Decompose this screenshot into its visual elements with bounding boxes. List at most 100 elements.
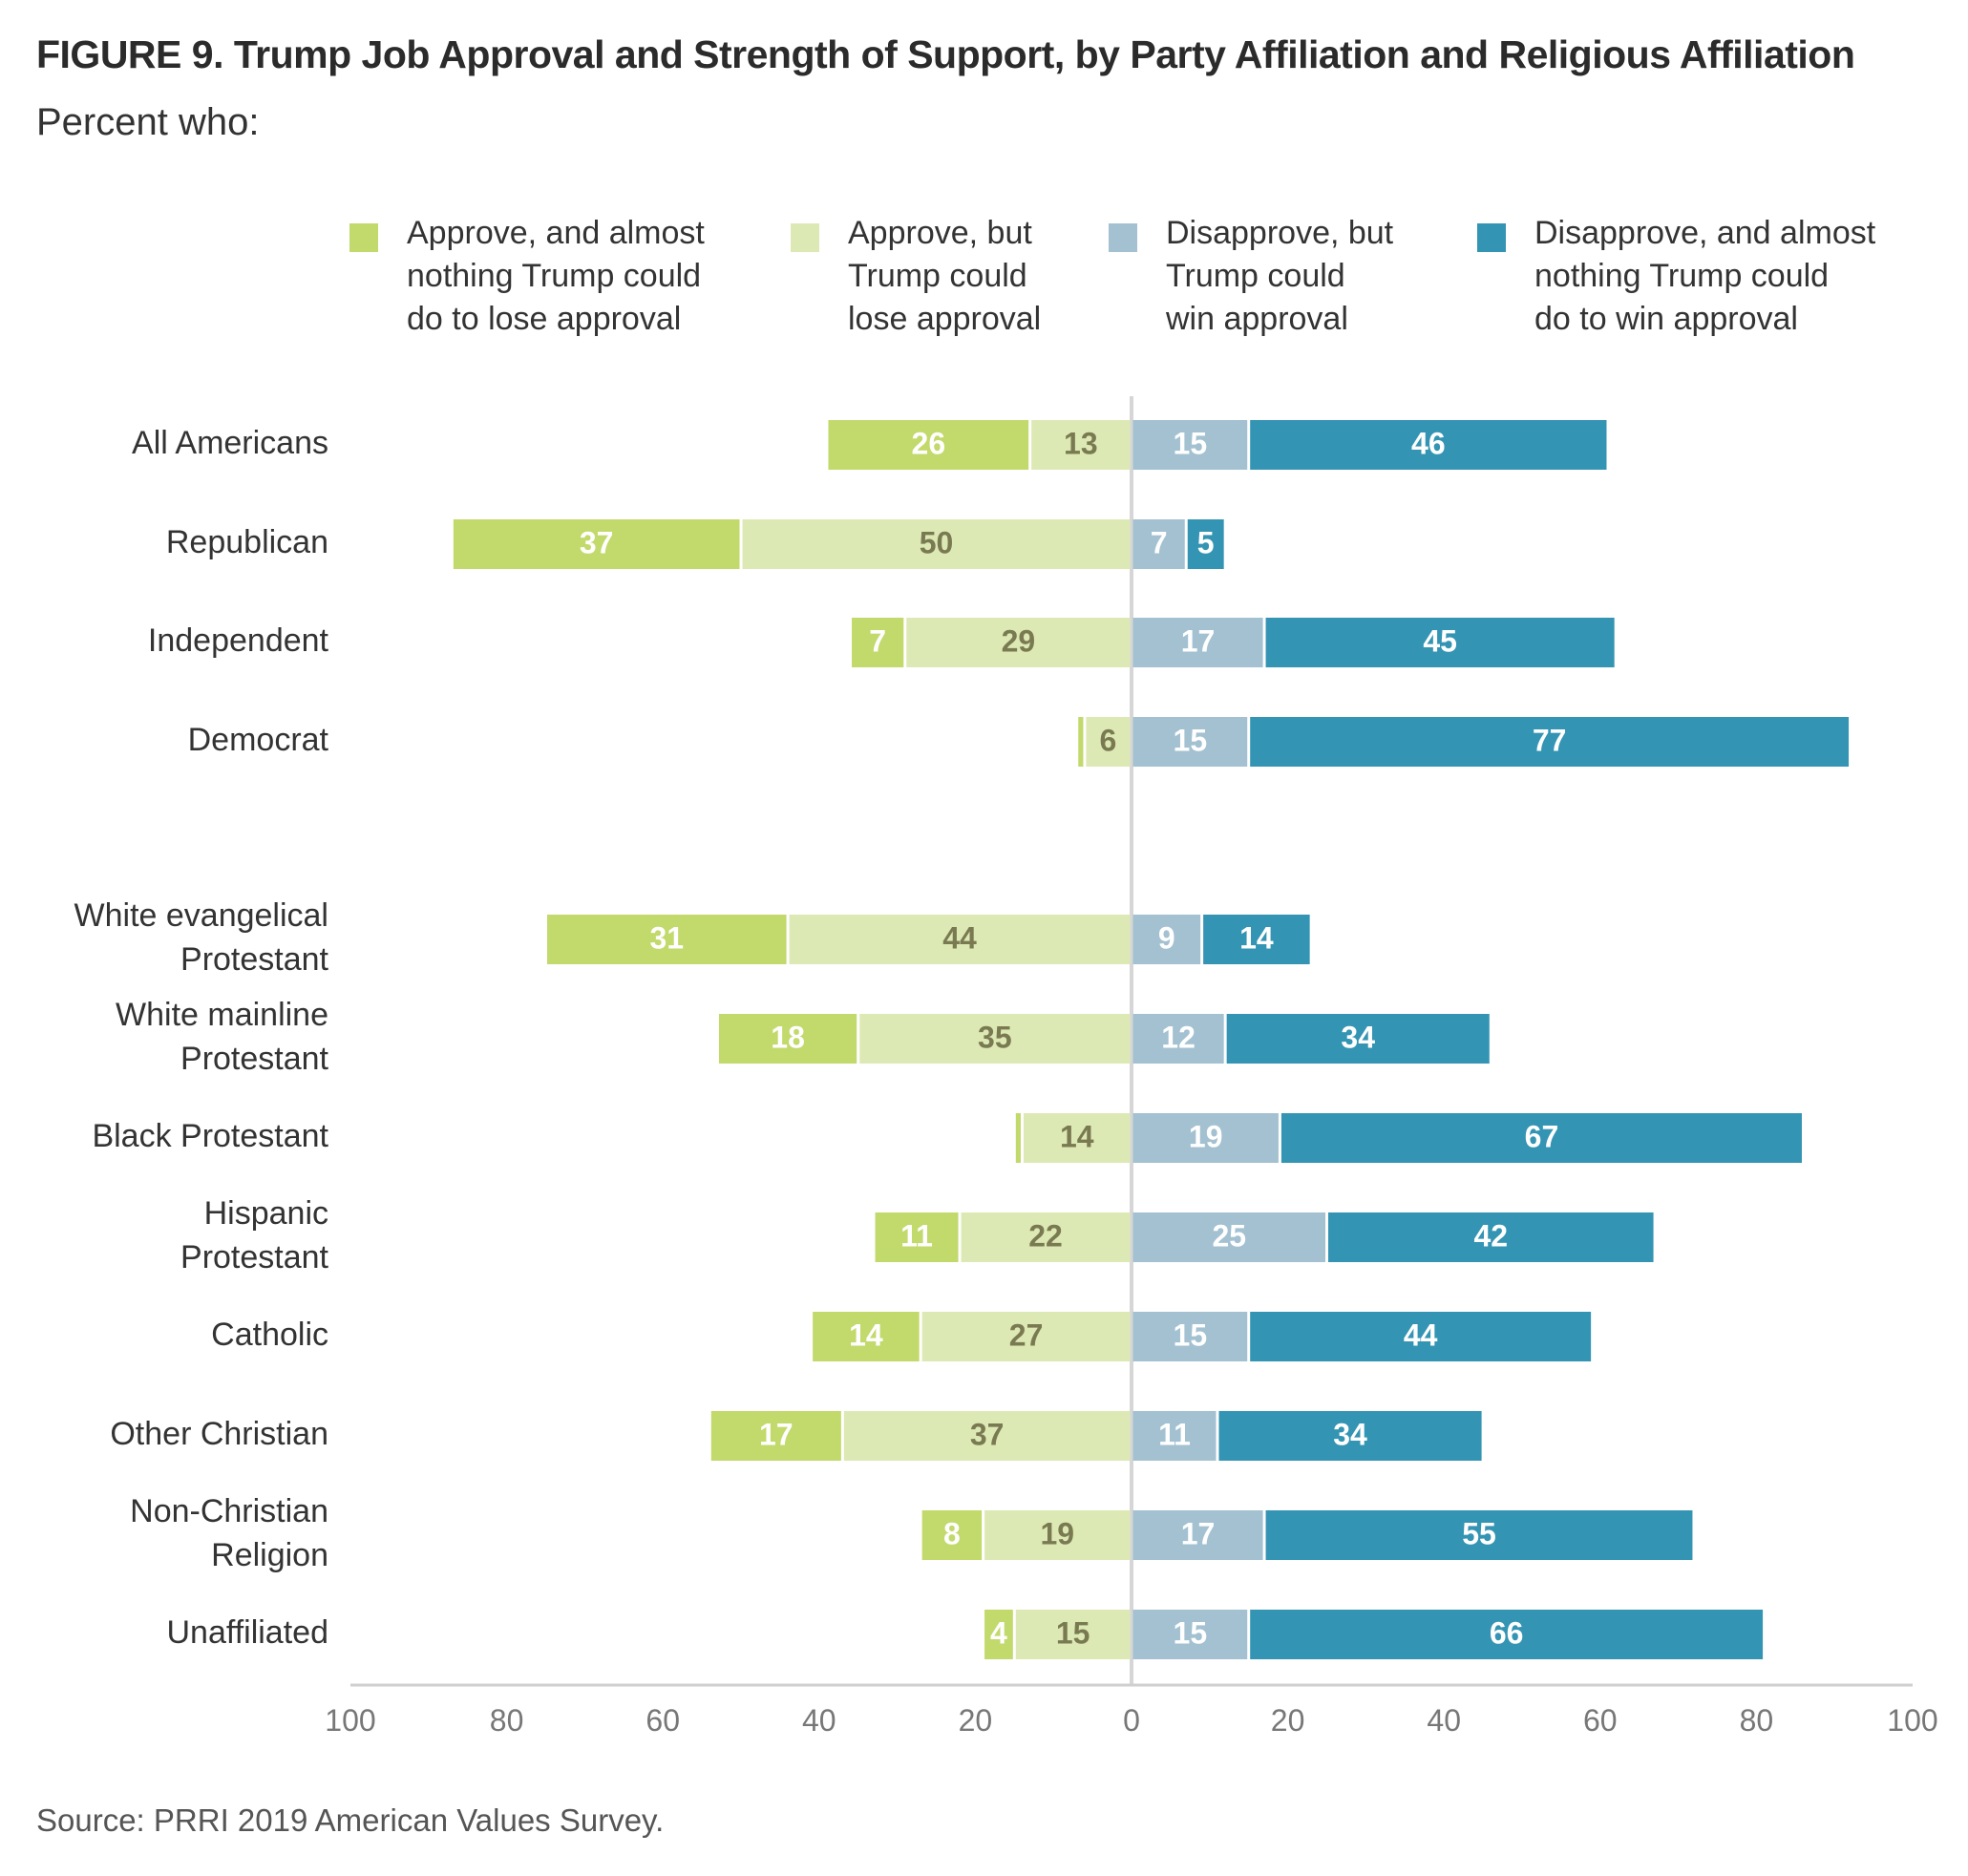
bar-democrat-s0 [1078,717,1084,767]
value-label-white-mainline-protestant-s0: 18 [771,1020,805,1054]
value-label-non-christian-religion-s1: 19 [1040,1516,1074,1550]
bar-other-christian-s2 [1132,1411,1217,1461]
legend-swatch-disapprove-strong [1477,223,1506,252]
category-label-white-evangelical-protestant: White evangelical Protestant [74,897,329,978]
bar-white-evangelical-protestant-s2 [1132,915,1201,964]
x-tick-label: 60 [1583,1703,1618,1738]
bar-non-christian-religion-s3 [1265,1510,1693,1560]
value-label-non-christian-religion-s3: 55 [1462,1516,1496,1550]
value-label-white-evangelical-protestant-s1: 44 [942,920,977,955]
value-label-unaffiliated-s1: 15 [1056,1615,1090,1650]
bar-white-mainline-protestant-s2 [1132,1014,1224,1064]
source-note: Source: PRRI 2019 American Values Survey… [36,1802,665,1838]
category-label-all-americans: All Americans [132,425,328,461]
bar-democrat-s2 [1132,717,1248,767]
legend-label-approve-strong: Approve, and almost nothing Trump could … [407,215,705,337]
bar-unaffiliated-s0 [984,1610,1013,1659]
category-label-non-christian-religion: Non-Christian Religion [130,1493,328,1573]
value-label-black-protestant-s2: 19 [1189,1119,1223,1153]
category-label-independent: Independent [148,622,329,659]
category-label-white-mainline-protestant: White mainline Protestant [116,997,329,1077]
value-label-white-evangelical-protestant-s3: 14 [1239,920,1274,955]
bar-other-christian-s1 [843,1411,1131,1461]
value-label-hispanic-protestant-s3: 42 [1473,1218,1508,1253]
bar-other-christian-s0 [710,1411,841,1461]
bar-independent-s1 [906,618,1131,667]
x-tick-label: 80 [1740,1703,1774,1738]
value-label-all-americans-s0: 26 [912,426,946,460]
bar-all-americans-s2 [1132,420,1248,470]
value-label-catholic-s1: 27 [1009,1317,1044,1352]
value-label-hispanic-protestant-s0: 11 [900,1218,933,1253]
value-label-unaffiliated-s3: 66 [1490,1615,1524,1650]
category-label-black-protestant: Black Protestant [92,1118,328,1154]
legend-swatch-approve-weak [791,223,819,252]
chart-title: FIGURE 9. Trump Job Approval and Strengt… [36,32,1855,76]
value-label-all-americans-s3: 46 [1411,426,1446,460]
bar-catholic-s0 [813,1312,920,1361]
value-label-democrat-s3: 77 [1533,723,1567,757]
value-label-black-protestant-s1: 14 [1060,1119,1094,1153]
bar-black-protestant-s2 [1132,1113,1279,1163]
value-label-independent-s3: 45 [1423,623,1457,658]
value-label-white-evangelical-protestant-s0: 31 [649,920,684,955]
value-label-hispanic-protestant-s2: 25 [1212,1218,1246,1253]
value-label-other-christian-s3: 34 [1333,1417,1367,1451]
legend-label-approve-weak: Approve, but Trump could lose approval [848,215,1042,337]
bar-independent-s0 [852,618,904,667]
x-tick-label: 40 [1427,1703,1461,1738]
bar-hispanic-protestant-s2 [1132,1212,1325,1262]
value-label-catholic-s0: 14 [849,1317,883,1352]
bar-white-evangelical-protestant-s0 [547,915,787,964]
bar-white-mainline-protestant-s0 [718,1014,857,1064]
category-label-unaffiliated: Unaffiliated [167,1614,329,1651]
bar-democrat-s3 [1250,717,1850,767]
x-tick-label: 100 [325,1703,375,1738]
bar-black-protestant-s0 [1015,1113,1021,1163]
value-label-other-christian-s0: 17 [759,1417,794,1451]
x-tick-label: 100 [1887,1703,1937,1738]
bar-white-evangelical-protestant-s3 [1203,915,1310,964]
x-tick-label: 20 [959,1703,993,1738]
bar-catholic-s1 [921,1312,1131,1361]
bar-other-christian-s3 [1218,1411,1482,1461]
value-label-white-mainline-protestant-s3: 34 [1341,1020,1375,1054]
bar-white-mainline-protestant-s3 [1226,1014,1490,1064]
x-tick-label: 60 [645,1703,680,1738]
bar-white-mainline-protestant-s1 [859,1014,1131,1064]
value-label-republican-s0: 37 [580,525,614,559]
bar-non-christian-religion-s0 [921,1510,983,1560]
bar-black-protestant-s3 [1280,1113,1802,1163]
value-label-unaffiliated-s2: 15 [1174,1615,1208,1650]
bar-republican-s1 [742,519,1131,569]
bar-non-christian-religion-s1 [984,1510,1131,1560]
bar-independent-s2 [1132,618,1263,667]
value-label-white-evangelical-protestant-s2: 9 [1158,920,1175,955]
value-label-other-christian-s2: 11 [1158,1417,1191,1451]
legend-label-disapprove-weak: Disapprove, but Trump could win approval [1166,215,1394,337]
legend-swatch-approve-strong [349,223,378,252]
bar-catholic-s3 [1250,1312,1592,1361]
value-label-non-christian-religion-s2: 17 [1181,1516,1216,1550]
category-label-hispanic-protestant: Hispanic Protestant [180,1195,329,1275]
value-label-hispanic-protestant-s1: 22 [1028,1218,1063,1253]
category-label-catholic: Catholic [211,1317,328,1353]
value-label-catholic-s3: 44 [1404,1317,1438,1352]
x-tick-label: 0 [1123,1703,1140,1738]
bar-catholic-s2 [1132,1312,1248,1361]
x-tick-label: 20 [1271,1703,1305,1738]
bar-hispanic-protestant-s1 [961,1212,1131,1262]
value-label-non-christian-religion-s0: 8 [943,1516,961,1550]
chart-subtitle: Percent who: [36,101,260,143]
value-label-catholic-s2: 15 [1174,1317,1208,1352]
x-tick-label: 80 [490,1703,524,1738]
value-label-independent-s0: 7 [869,623,886,658]
bar-all-americans-s0 [828,420,1029,470]
value-label-white-mainline-protestant-s1: 35 [978,1020,1012,1054]
bar-unaffiliated-s2 [1132,1610,1248,1659]
category-label-republican: Republican [166,524,328,560]
bar-unaffiliated-s3 [1250,1610,1764,1659]
bar-unaffiliated-s1 [1015,1610,1131,1659]
value-label-republican-s2: 7 [1151,525,1168,559]
